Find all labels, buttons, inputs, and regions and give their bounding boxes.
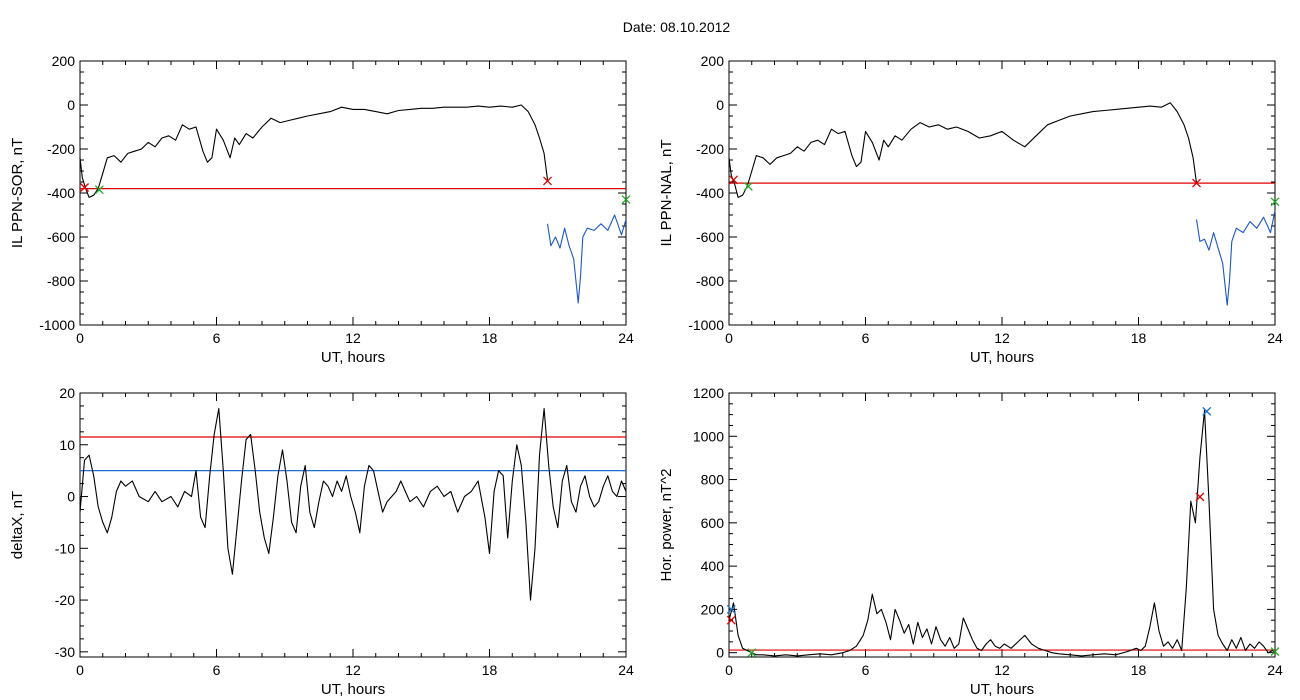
y-tick-label: 400	[701, 558, 725, 574]
y-axis-label: IL PPN-NAL, nT	[658, 140, 675, 247]
x-tick-label: 12	[994, 662, 1010, 678]
x-axis-label: UT, hours	[321, 349, 385, 366]
y-tick-label: -800	[47, 273, 75, 289]
x-tick-label: 6	[862, 662, 870, 678]
series-line	[79, 104, 549, 198]
y-tick-label: -200	[696, 141, 724, 157]
x-tick-label: 6	[862, 330, 870, 346]
y-tick-label: -400	[47, 185, 75, 201]
x-tick-label: 0	[76, 662, 84, 678]
y-tick-label: -30	[55, 644, 75, 660]
x-tick-label: 12	[345, 330, 361, 346]
y-tick-label: 0	[716, 645, 724, 661]
cross-marker	[543, 176, 552, 186]
y-tick-label: 10	[59, 437, 75, 453]
y-tick-label: -1000	[688, 317, 724, 333]
plot-frame	[728, 392, 1276, 658]
panel-il-nal: 0 6 12 18 24 200 0 -200 -400 -600 -800 -1000 UT, hou…	[658, 53, 1283, 366]
y-tick-label: 20	[59, 385, 75, 401]
x-axis-label: UT, hours	[321, 681, 385, 698]
x-tick-label: 6	[213, 662, 221, 678]
y-tick-label: 800	[701, 472, 725, 488]
y-tick-label: -1000	[39, 317, 75, 333]
x-tick-label: 18	[482, 662, 498, 678]
cross-marker	[1192, 178, 1201, 188]
cross-marker	[1270, 647, 1280, 657]
panel-deltax: 0 6 12 18 24 20 10 0 -10 -20 -30 UT, hours deltaX, n…	[9, 385, 634, 698]
plot-frame	[728, 60, 1276, 326]
x-tick-label: 24	[1267, 330, 1283, 346]
cross-marker	[743, 181, 753, 191]
y-tick-label: 200	[701, 53, 725, 69]
cross-marker	[1195, 492, 1205, 502]
figure-date-title: Date: 08.10.2012	[622, 19, 731, 35]
y-tick-label: 600	[701, 515, 725, 531]
y-tick-label: -20	[55, 592, 75, 608]
x-tick-label: 6	[213, 330, 221, 346]
cross-marker	[1202, 406, 1212, 416]
series-line	[728, 409, 1276, 657]
cross-marker	[1270, 197, 1280, 207]
y-tick-label: -600	[47, 229, 75, 245]
y-axis-label: deltaX, nT	[9, 491, 26, 559]
series-line	[1195, 210, 1276, 306]
x-tick-label: 12	[994, 330, 1010, 346]
panel-il-sor: 0 6 12 18 24 200 0 -200 -400 -600 -800 -1000 UT, hou…	[9, 53, 634, 366]
y-tick-label: 1000	[693, 428, 724, 444]
x-tick-label: 24	[1267, 662, 1283, 678]
y-tick-label: 0	[67, 97, 75, 113]
series-line	[546, 214, 627, 304]
y-tick-label: -800	[696, 273, 724, 289]
y-tick-label: -10	[55, 540, 75, 556]
y-tick-label: 0	[67, 489, 75, 505]
y-axis-label: IL PPN-SOR, nT	[9, 138, 26, 248]
x-axis-label: UT, hours	[970, 349, 1034, 366]
series-line	[728, 102, 1198, 198]
x-tick-label: 0	[76, 330, 84, 346]
cross-marker	[726, 615, 736, 625]
x-axis-label: UT, hours	[970, 681, 1034, 698]
cross-marker	[94, 185, 104, 195]
x-tick-label: 18	[1131, 662, 1147, 678]
plot-frame	[79, 392, 627, 658]
x-tick-label: 24	[618, 330, 634, 346]
x-tick-label: 18	[482, 330, 498, 346]
cross-marker	[80, 183, 90, 192]
cross-marker	[747, 648, 757, 658]
y-tick-label: -600	[696, 229, 724, 245]
cross-marker	[621, 195, 631, 205]
plot-frame	[79, 60, 627, 326]
panel-hor-power: 0 6 12 18 24 1200 1000 800 600 400 200 0 UT, hours Ho…	[658, 385, 1283, 698]
y-tick-label: 1200	[693, 385, 724, 401]
x-tick-label: 0	[725, 662, 733, 678]
x-tick-label: 18	[1131, 330, 1147, 346]
cross-marker	[729, 175, 739, 185]
cross-marker	[726, 604, 736, 614]
x-tick-label: 0	[725, 330, 733, 346]
x-tick-label: 12	[345, 662, 361, 678]
x-tick-label: 24	[618, 662, 634, 678]
y-tick-label: -400	[696, 185, 724, 201]
series-line	[79, 407, 627, 601]
y-tick-label: 200	[701, 601, 725, 617]
y-tick-label: 0	[716, 97, 724, 113]
y-axis-label: Hor. power, nT^2	[658, 469, 675, 582]
y-tick-label: 200	[52, 53, 76, 69]
y-tick-label: -200	[47, 141, 75, 157]
